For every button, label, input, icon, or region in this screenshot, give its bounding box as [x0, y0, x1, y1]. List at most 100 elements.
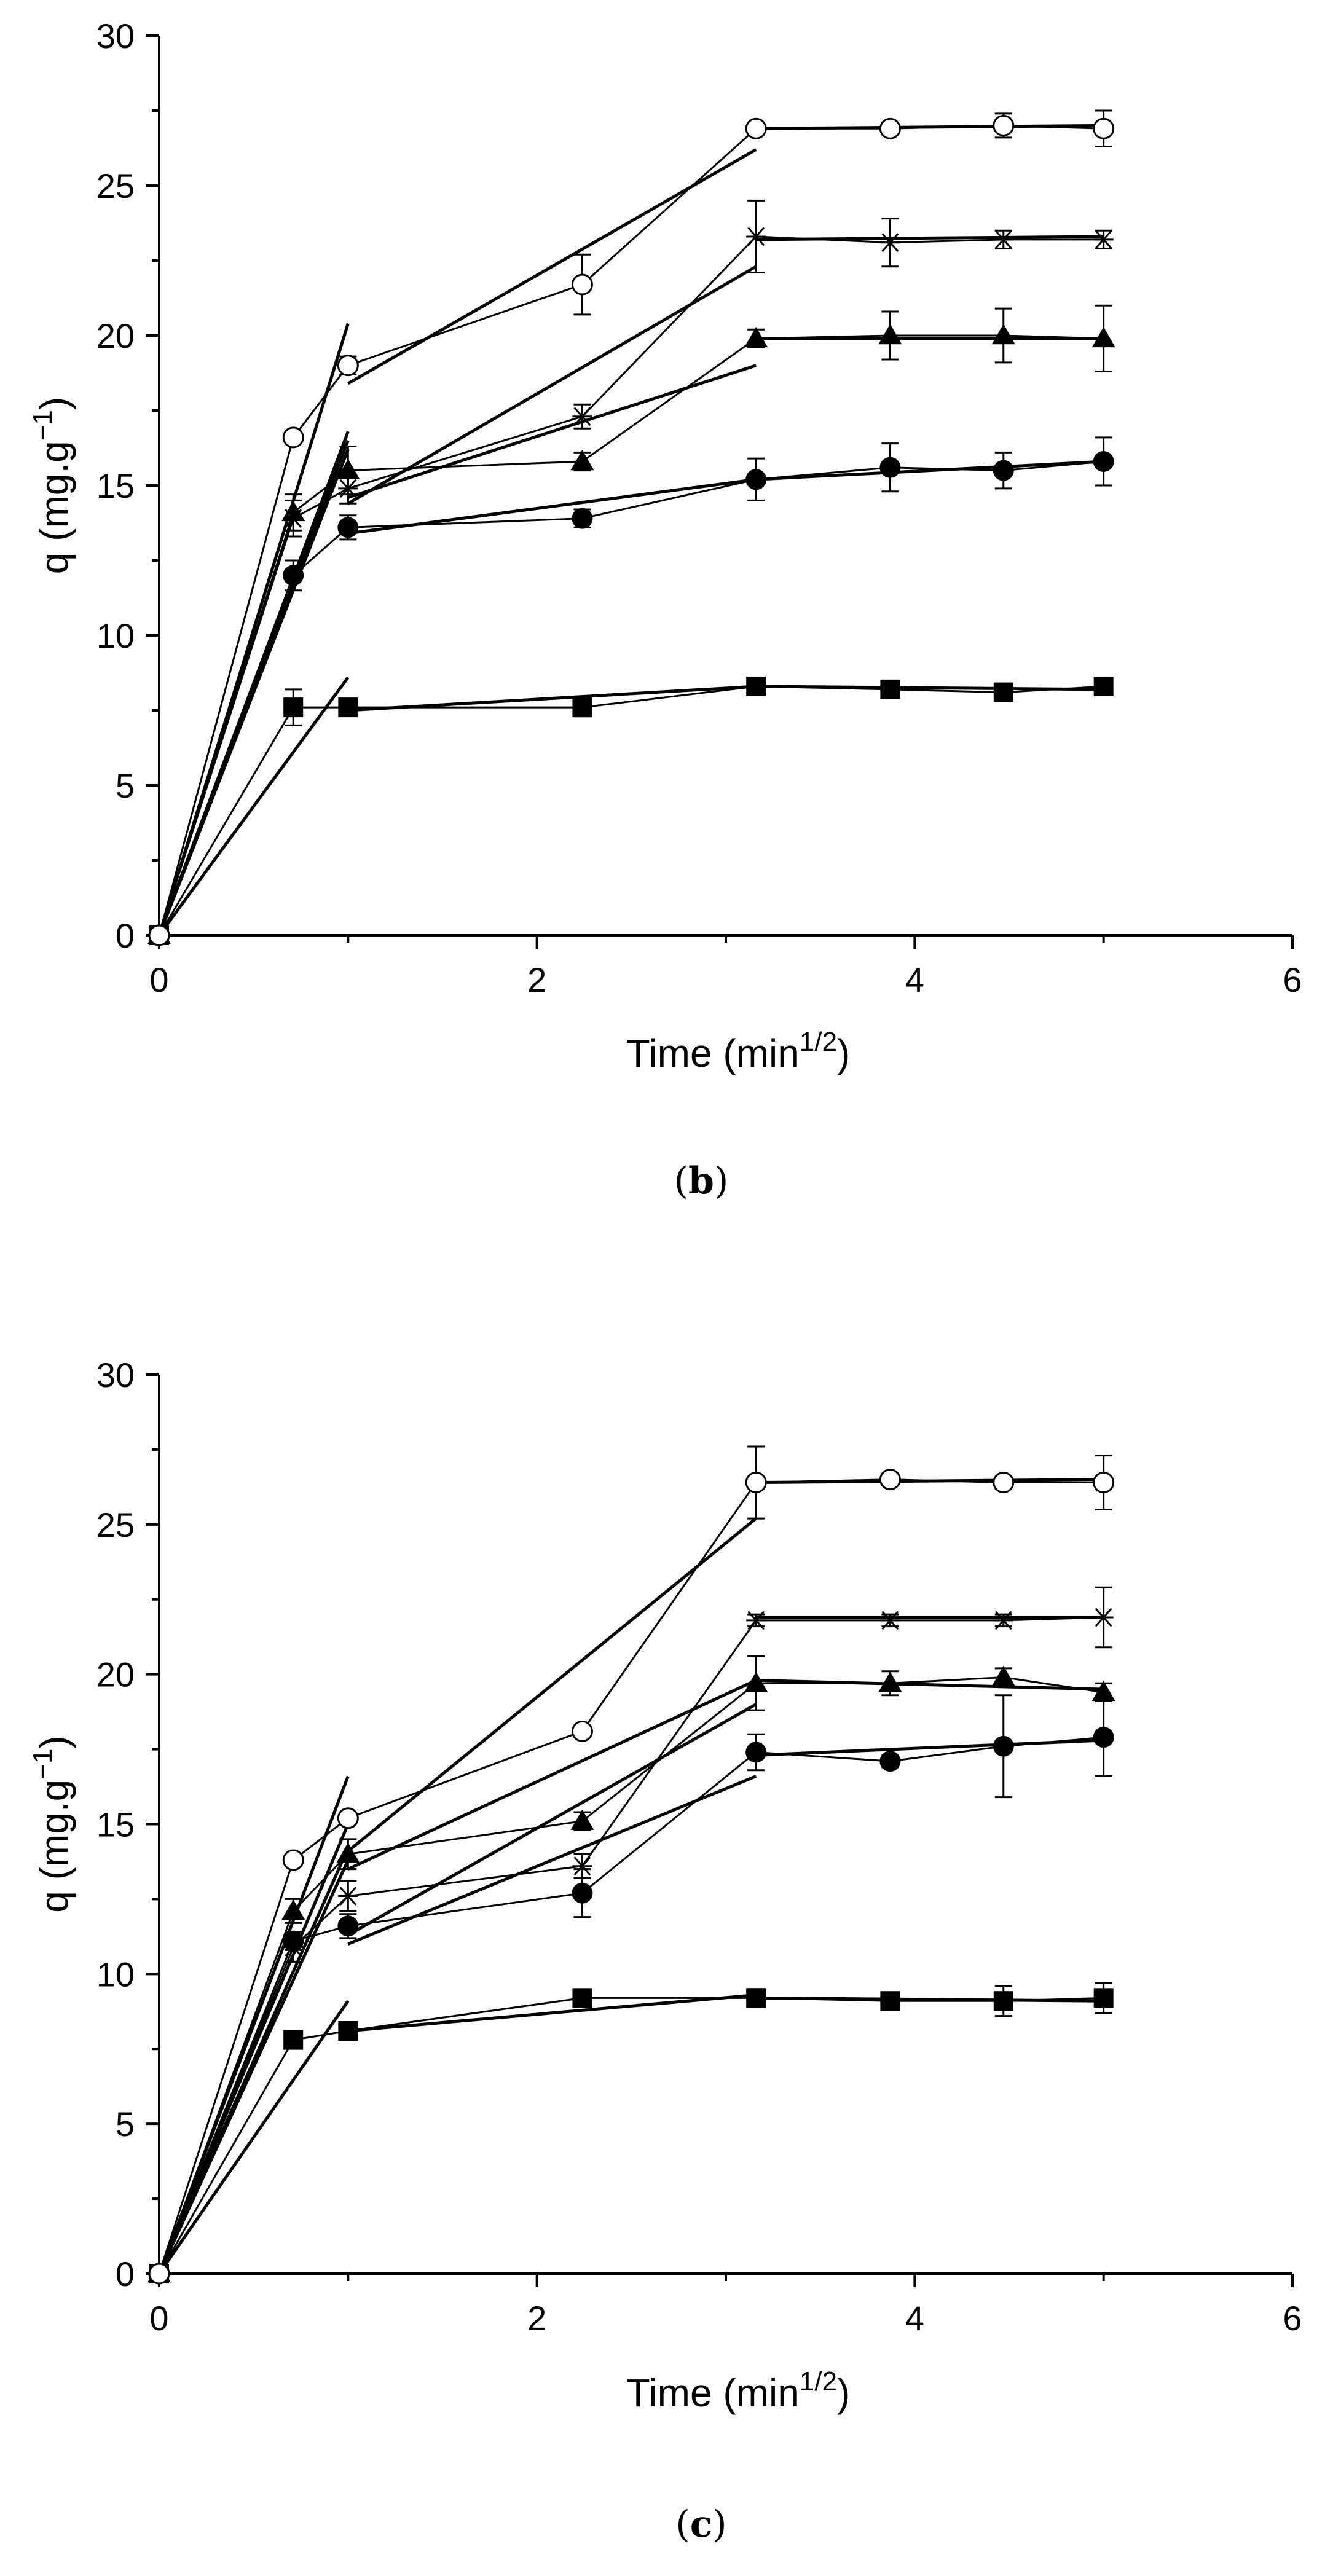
- x-tick-label: 6: [1283, 2299, 1302, 2338]
- data-point-star: [880, 1611, 900, 1630]
- data-point-square: [283, 2030, 304, 2050]
- data-point-square: [1093, 1988, 1114, 2008]
- y-axis-label-end: ): [32, 397, 76, 410]
- x-axis-label-sup: 1/2: [800, 2366, 837, 2397]
- data-point-circle: [1093, 1727, 1114, 1748]
- star-stroke: [573, 407, 591, 426]
- data-point-star: [338, 1887, 358, 1906]
- fit-line: [756, 460, 1104, 481]
- y-axis-label-end: ): [32, 1735, 76, 1748]
- data-point-triangle: [1091, 326, 1115, 348]
- panel-label: (c): [675, 2503, 726, 2546]
- data-point-open-circle: [148, 2263, 170, 2285]
- data-point-open-circle: [282, 426, 304, 449]
- data-point-star: [338, 479, 358, 498]
- data-point-open-circle: [1093, 117, 1115, 139]
- data-point-star: [283, 509, 304, 528]
- data-point-star: [283, 1938, 304, 1957]
- y-tick-label: 5: [116, 766, 135, 805]
- data-point-square: [746, 676, 766, 696]
- data-point-triangle: [744, 1671, 768, 1692]
- x-tick-label: 4: [905, 2299, 924, 2338]
- y-tick-label: 25: [96, 167, 135, 205]
- data-point-open-circle: [745, 1472, 767, 1494]
- x-axis-label-text: Time (min: [626, 2371, 800, 2415]
- panel-label-part: b: [688, 1160, 714, 1203]
- data-point-triangle: [878, 324, 902, 345]
- y-tick-label: 30: [96, 17, 135, 55]
- fit-line: [157, 449, 350, 936]
- data-point-circle: [337, 517, 359, 538]
- star-stroke: [285, 509, 302, 528]
- y-tick-label: 20: [96, 316, 135, 355]
- data-point-circle: [993, 1735, 1014, 1757]
- fit-line: [157, 676, 350, 937]
- data-point-square: [993, 1991, 1013, 2011]
- star-stroke: [881, 1611, 899, 1630]
- star-stroke: [285, 1938, 302, 1957]
- data-point-circle: [745, 469, 767, 490]
- x-axis-label-end: ): [837, 2371, 850, 2415]
- data-point-open-circle: [1093, 1472, 1115, 1494]
- data-point-star: [1093, 230, 1114, 249]
- y-axis-label-sup: −1: [28, 410, 58, 441]
- data-point-square: [338, 2020, 358, 2041]
- fit-line: [347, 1703, 757, 1937]
- y-axis-label-sup: −1: [28, 1749, 58, 1780]
- data-point-open-circle: [148, 924, 170, 946]
- data-point-open-circle: [337, 1807, 359, 1829]
- data-point-open-circle: [571, 1720, 593, 1742]
- data-point-square: [746, 1988, 766, 2008]
- y-tick-label: 10: [96, 616, 135, 655]
- data-point-square: [338, 697, 358, 718]
- star-stroke: [1095, 230, 1112, 249]
- star-stroke: [747, 1611, 765, 1630]
- series-line-triangle: [158, 334, 1104, 936]
- data-point-circle: [1093, 450, 1114, 472]
- fit-line: [348, 685, 757, 712]
- panel-label-part: ): [712, 2503, 726, 2546]
- fit-line: [756, 1678, 1104, 1691]
- y-tick-label: 30: [96, 1356, 135, 1394]
- data-point-star: [572, 407, 592, 426]
- y-tick-label: 0: [116, 916, 135, 955]
- fit-line: [157, 2000, 350, 2275]
- y-tick-label: 0: [116, 2255, 135, 2293]
- data-point-square: [880, 1991, 900, 2011]
- data-point-open-circle: [745, 117, 767, 139]
- data-point-open-circle: [879, 1469, 901, 1491]
- y-axis-label: q (mg.g−1): [28, 397, 76, 574]
- x-tick-label: 2: [527, 2299, 546, 2338]
- data-point-triangle: [336, 1842, 360, 1863]
- data-point-star: [880, 233, 900, 253]
- star-stroke: [339, 479, 357, 498]
- star-stroke: [994, 230, 1012, 249]
- x-axis-label-sup: 1/2: [800, 1027, 837, 1057]
- series-line-open-circle: [158, 1478, 1104, 2274]
- y-tick-label: 20: [96, 1655, 135, 1694]
- data-point-open-circle: [571, 273, 593, 296]
- data-point-circle: [879, 1751, 901, 1772]
- y-tick-label: 15: [96, 1805, 135, 1844]
- data-point-square: [880, 679, 900, 699]
- series-line-star: [158, 1616, 1104, 2274]
- y-tick-label: 10: [96, 1955, 135, 1993]
- data-point-square: [1093, 676, 1114, 696]
- x-tick-label: 6: [1283, 960, 1302, 999]
- series-line-triangle: [158, 1676, 1104, 2274]
- x-axis-label: Time (min1/2): [626, 2366, 851, 2415]
- star-stroke: [573, 1856, 591, 1876]
- data-point-triangle: [1091, 1680, 1115, 1702]
- data-point-triangle: [281, 1899, 305, 1920]
- data-point-star: [572, 1856, 592, 1876]
- series-line-circle: [158, 460, 1104, 936]
- x-tick-label: 0: [149, 960, 168, 999]
- data-point-circle: [993, 460, 1014, 481]
- data-point-star: [746, 1611, 766, 1630]
- fit-line: [347, 1679, 757, 1871]
- data-point-square: [572, 697, 592, 718]
- data-point-star: [746, 227, 766, 246]
